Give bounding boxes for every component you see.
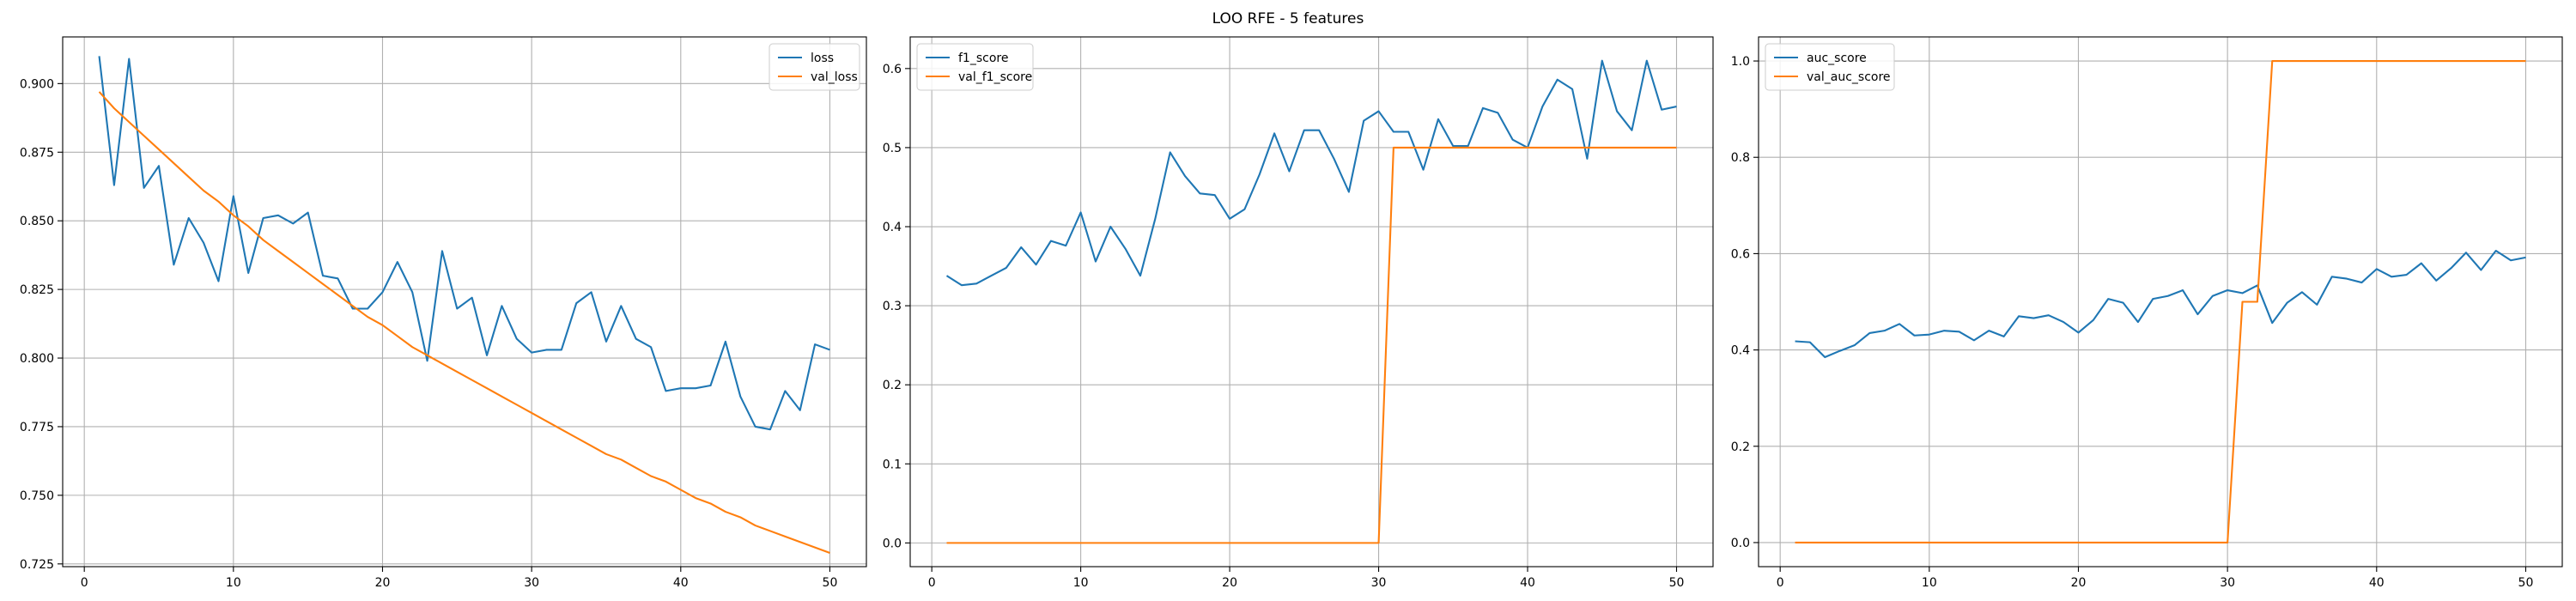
chart-f1-series-f1-score [945, 59, 1677, 287]
chart-auc-ytick-label: 1.0 [1731, 55, 1750, 69]
chart-f1-legend: f1_score val_f1_score [916, 43, 1034, 91]
chart-f1-ytick-label: 0.0 [883, 537, 902, 550]
chart-loss-axes: 0 10 20 30 40 50 0.725 0.750 0.775 0.800 0.825 0.85… [20, 36, 867, 590]
chart-loss-series-loss [98, 56, 830, 431]
chart-f1-xtick-label: 30 [1371, 576, 1387, 590]
chart-auc-ytick-label: 0.2 [1731, 440, 1750, 454]
chart-f1-ytick-label: 0.6 [883, 63, 902, 76]
chart-loss-legend-box [769, 43, 860, 91]
chart-loss-xtick-label: 20 [375, 576, 391, 590]
chart-f1-legend-label-f1-score: f1_score [958, 52, 1008, 65]
chart-loss-ytick-label: 0.800 [20, 352, 54, 366]
chart-loss-xtick-label: 0 [81, 576, 88, 590]
chart-f1-axes: 0 10 20 30 40 50 0.0 0.1 0.2 0.3 0.4 0.5 0.6 f1_score… [883, 36, 1714, 590]
chart-loss-legend-label-loss: loss [811, 52, 834, 65]
chart-auc-xtick-label: 20 [2071, 576, 2087, 590]
chart-auc-frame [1758, 36, 2563, 568]
chart-loss-series-val-loss [98, 91, 830, 555]
chart-f1-xtick-label: 10 [1073, 576, 1089, 590]
chart-f1-xtick-label: 40 [1520, 576, 1535, 590]
chart-f1-ytick-label: 0.5 [883, 142, 902, 155]
chart-loss-ytick-label: 0.900 [20, 77, 54, 91]
chart-auc-legend: auc_score val_auc_score [1765, 43, 1895, 91]
chart-auc-legend-label-auc-score: auc_score [1807, 52, 1867, 65]
figure-suptitle: LOO RFE - 5 features [1212, 10, 1364, 27]
chart-auc-xtick-label: 10 [1922, 576, 1937, 590]
chart-loss-legend-label-val-loss: val_loss [811, 70, 858, 84]
chart-f1-ytick-label: 0.1 [883, 458, 902, 471]
chart-loss-frame [62, 36, 867, 568]
chart-f1-legend-label-val-f1-score: val_f1_score [958, 70, 1032, 84]
chart-loss-ytick-label: 0.725 [20, 558, 54, 572]
chart-f1-xtick-label: 0 [928, 576, 936, 590]
chart-f1-ytick-label: 0.4 [883, 221, 902, 234]
chart-loss-ytick-label: 0.850 [20, 215, 54, 228]
chart-loss-ytick-label: 0.750 [20, 489, 54, 503]
chart-auc-ytick-label: 0.8 [1731, 151, 1750, 165]
chart-auc-ytick-label: 0.6 [1731, 247, 1750, 261]
chart-auc-xtick-label: 0 [1777, 576, 1784, 590]
chart-loss-xtick-label: 30 [524, 576, 539, 590]
chart-f1-frame [909, 36, 1714, 568]
chart-loss-ytick-label: 0.875 [20, 146, 54, 160]
chart-auc-legend-box [1765, 43, 1895, 91]
chart-auc-axes: 0 10 20 30 40 50 0.0 0.2 0.4 0.6 0.8 1.0 auc_scoreva… [1731, 36, 2563, 590]
chart-auc-xtick-label: 50 [2518, 576, 2534, 590]
chart-loss-ytick-label: 0.825 [20, 283, 54, 297]
chart-auc-legend-label-val-auc-score: val_auc_score [1807, 70, 1891, 84]
chart-f1-ytick-label: 0.2 [883, 379, 902, 392]
chart-loss-legend: loss val_loss [769, 43, 860, 91]
chart-auc-ytick-label: 0.4 [1731, 344, 1750, 358]
chart-f1-series-val-f1-score [946, 146, 1677, 544]
chart-loss-ytick-label: 0.775 [20, 421, 54, 434]
chart-auc-ytick-label: 0.0 [1731, 537, 1750, 550]
chart-loss-xtick-label: 10 [226, 576, 241, 590]
chart-loss-xtick-label: 50 [823, 576, 838, 590]
chart-auc-series-val-auc-score [1795, 60, 2526, 544]
chart-f1-xtick-label: 20 [1222, 576, 1237, 590]
chart-loss-xtick-label: 40 [673, 576, 689, 590]
chart-auc-xtick-label: 30 [2220, 576, 2235, 590]
chart-f1-ytick-label: 0.3 [883, 300, 902, 313]
chart-f1-xtick-label: 50 [1669, 576, 1685, 590]
chart-auc-xtick-label: 40 [2369, 576, 2385, 590]
chart-f1-legend-box [916, 43, 1034, 91]
chart-auc-series-auc-score [1795, 249, 2526, 359]
